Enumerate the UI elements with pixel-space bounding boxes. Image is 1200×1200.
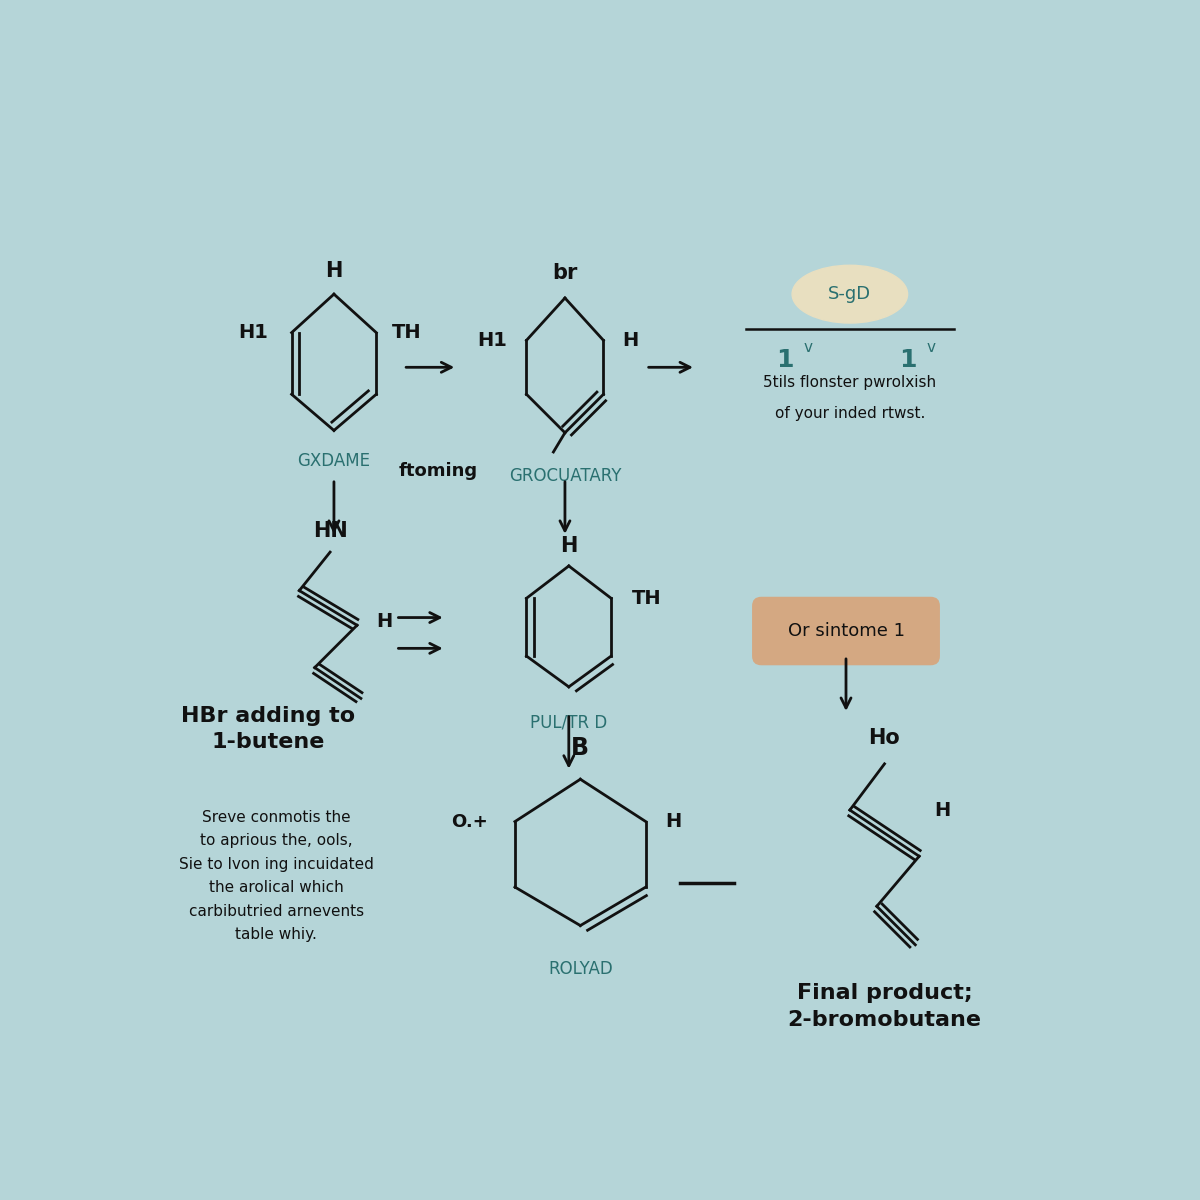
Text: H1: H1 xyxy=(239,323,269,342)
Text: ROLYAD: ROLYAD xyxy=(548,960,613,978)
Text: TH: TH xyxy=(391,323,421,342)
Text: 1: 1 xyxy=(775,348,793,372)
Text: H: H xyxy=(325,262,343,281)
FancyBboxPatch shape xyxy=(752,596,940,665)
Ellipse shape xyxy=(792,265,907,323)
Text: PUL/TR D: PUL/TR D xyxy=(530,714,607,732)
Text: HN: HN xyxy=(313,521,348,540)
Text: HBr adding to
1-butene: HBr adding to 1-butene xyxy=(181,706,355,752)
Text: ftoming: ftoming xyxy=(398,462,478,480)
Text: br: br xyxy=(552,263,577,282)
Text: v: v xyxy=(926,341,936,355)
Text: 5tils flonster pwrolxish: 5tils flonster pwrolxish xyxy=(763,374,936,390)
Text: H: H xyxy=(665,812,682,832)
Text: Ho: Ho xyxy=(869,728,900,749)
Text: O.+: O.+ xyxy=(451,812,488,830)
Text: B: B xyxy=(571,736,589,760)
Text: v: v xyxy=(804,341,812,355)
Text: of your inded rtwst.: of your inded rtwst. xyxy=(775,406,925,421)
Text: Final product;
2-bromobutane: Final product; 2-bromobutane xyxy=(787,983,982,1030)
Text: H1: H1 xyxy=(478,331,508,350)
Text: GXDAME: GXDAME xyxy=(298,452,371,470)
Text: TH: TH xyxy=(632,589,661,607)
Text: 1: 1 xyxy=(899,348,917,372)
Text: H: H xyxy=(935,800,950,820)
Text: Sreve conmotis the
to aprious the, ools,
Sie to lvon ing incuidated
the arolical: Sreve conmotis the to aprious the, ools,… xyxy=(179,810,373,942)
Text: H: H xyxy=(560,536,577,556)
Text: Or sintome 1: Or sintome 1 xyxy=(787,622,905,640)
Text: GROCUATARY: GROCUATARY xyxy=(509,467,622,485)
Text: S-gD: S-gD xyxy=(828,286,871,304)
Text: H: H xyxy=(623,331,638,350)
Text: H: H xyxy=(377,612,392,631)
